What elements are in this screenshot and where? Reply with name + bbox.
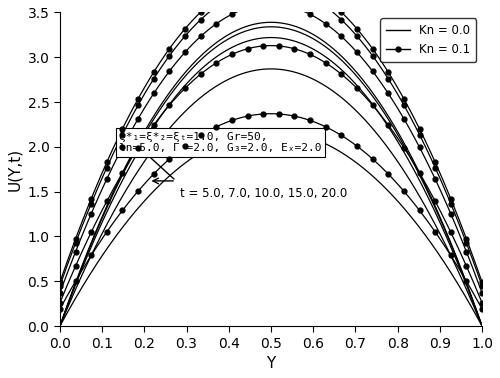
Y-axis label: U(Y,t): U(Y,t) [7,148,22,191]
X-axis label: Y: Y [266,356,276,371]
Legend: Kn = 0.0, Kn = 0.1: Kn = 0.0, Kn = 0.1 [380,19,476,62]
Text: t = 5.0, 7.0, 10.0, 15.0, 20.0: t = 5.0, 7.0, 10.0, 15.0, 20.0 [180,187,348,200]
Text: ξ*₁=ξ*₂=ξₜ=1.0, Gr=50,
ln=5.0, Γ =2.0, G₃=2.0, Eₓ=2.0: ξ*₁=ξ*₂=ξₜ=1.0, Gr=50, ln=5.0, Γ =2.0, G… [119,132,322,153]
